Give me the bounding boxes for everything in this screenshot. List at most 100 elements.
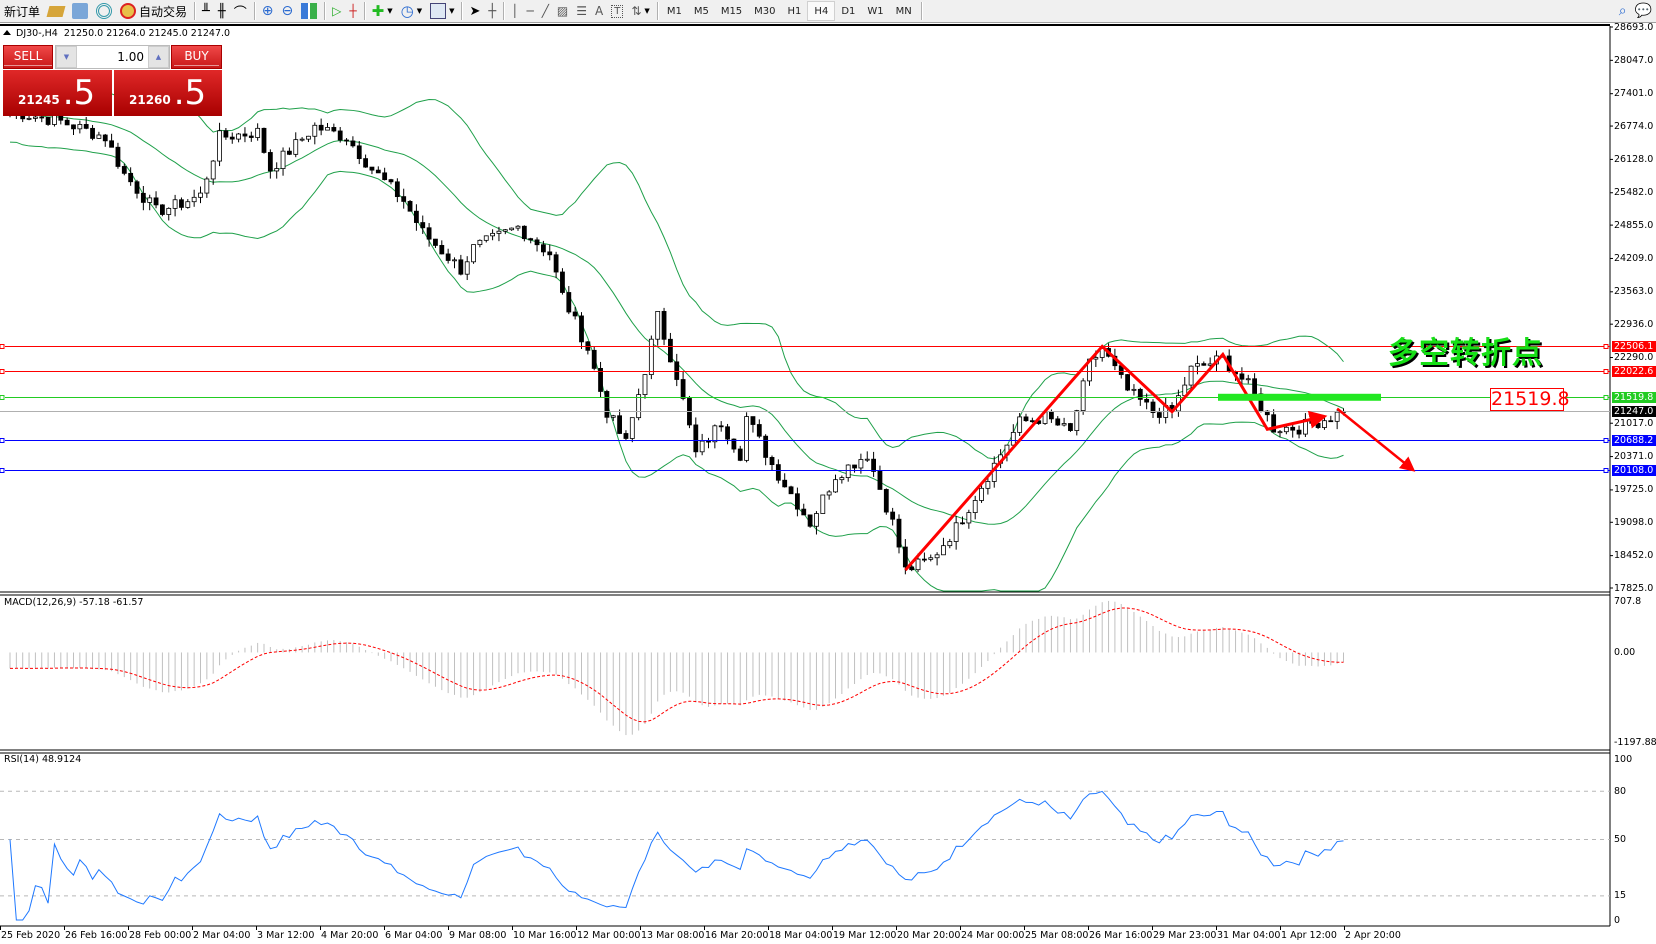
cursor-tool[interactable]: ➤ — [465, 1, 484, 21]
buy-price[interactable]: 21260.5 — [114, 70, 222, 116]
timeframe-d1[interactable]: D1 — [841, 5, 856, 17]
bar-chart-button[interactable]: ╨ — [198, 1, 214, 21]
price-tick-label: 24209.0 — [1614, 252, 1654, 264]
bear-candle — [871, 458, 876, 472]
timeframe-w1[interactable]: W1 — [867, 5, 884, 17]
horizontal-line-icon: ─ — [526, 4, 534, 18]
bear-candle — [763, 435, 769, 458]
text-label-icon: T — [611, 4, 624, 18]
lot-increase-button[interactable]: ▲ — [148, 46, 169, 68]
line-chart-button[interactable]: ⌒ — [230, 1, 251, 21]
bull-candle — [1188, 365, 1194, 386]
timeframe-m30[interactable]: M30 — [754, 5, 776, 17]
bear-candle — [140, 192, 146, 203]
fibonacci-tool[interactable]: ☰ — [572, 1, 591, 21]
text-tool[interactable]: A — [591, 1, 607, 21]
arrows-tool[interactable]: ⇅ ▼ — [627, 1, 653, 21]
channel-tool[interactable]: ▨ — [553, 1, 572, 21]
text-label-tool[interactable]: T — [607, 1, 627, 21]
timeframe-m5[interactable]: M5 — [693, 5, 709, 17]
bear-candle — [617, 415, 622, 434]
timeframe-mn[interactable]: MN — [895, 5, 912, 17]
time-tick-label: 2 Mar 04:00 — [193, 930, 251, 941]
time-tick-label: 24 Mar 00:00 — [961, 930, 1025, 941]
level-anchor — [1603, 369, 1609, 374]
level-anchor — [1603, 438, 1609, 443]
new-order-button[interactable]: 新订单 — [0, 1, 44, 21]
signals-button[interactable] — [92, 1, 116, 21]
crosshair-tool[interactable]: ┼ — [484, 1, 500, 21]
bull-candle — [820, 494, 826, 514]
lot-value[interactable]: 1.00 — [117, 50, 144, 64]
bull-candle — [985, 481, 991, 489]
auto-trading-button[interactable]: 自动交易 — [116, 1, 191, 21]
candlestick-button[interactable]: ╫ — [214, 1, 230, 21]
bear-candle — [852, 464, 857, 469]
bear-candle — [521, 225, 527, 240]
bull-candle — [610, 415, 616, 418]
trend-path-arrow — [904, 344, 1328, 572]
timeframe-m15[interactable]: M15 — [720, 5, 743, 17]
bull-candle — [471, 244, 476, 263]
reversal-point-annotation[interactable]: 多空转折点 — [1388, 336, 1543, 371]
bear-candle — [731, 438, 737, 450]
bear-candle — [737, 448, 743, 461]
tile-windows-button[interactable] — [297, 1, 321, 21]
time-tick-label: 12 Mar 00:00 — [577, 930, 641, 941]
auto-trading-label: 自动交易 — [139, 4, 188, 19]
bear-candle — [242, 133, 248, 137]
timeframe-h1[interactable]: H1 — [787, 5, 802, 17]
time-tick-label: 2 Apr 20:00 — [1345, 930, 1401, 941]
bollinger-lower — [9, 141, 1344, 592]
periods-button[interactable]: ◷ ▼ — [397, 1, 426, 21]
price-tick-label: 19725.0 — [1614, 484, 1654, 496]
bear-candle — [356, 145, 362, 160]
level-anchor — [1603, 344, 1609, 349]
fibonacci-icon: ☰ — [576, 4, 588, 18]
zoom-out-button[interactable]: ⊖ — [277, 1, 297, 21]
bear-candle — [1137, 388, 1143, 400]
navigator-button[interactable] — [68, 1, 92, 21]
indicators-button[interactable]: ✚ ▼ — [368, 1, 397, 21]
bear-candle — [433, 238, 438, 246]
bear-candle — [83, 124, 89, 129]
terminal-icon — [72, 3, 89, 19]
bull-candle — [293, 139, 299, 155]
time-tick-label: 25 Feb 2020 — [1, 930, 61, 941]
lot-size-field[interactable]: ▼ 1.00 ▲ — [55, 45, 170, 69]
bear-candle — [229, 136, 235, 140]
templates-button[interactable]: ▼ — [426, 1, 458, 21]
chat-button[interactable]: 💬 — [1631, 1, 1656, 21]
horizontal-line-tool[interactable]: ─ — [522, 1, 537, 21]
bull-candle — [629, 417, 635, 439]
sell-price[interactable]: 21245.5 — [3, 70, 112, 116]
timeframe-h4[interactable]: H4 — [807, 1, 836, 21]
projection-arrow — [1336, 407, 1416, 472]
timeframe-m1[interactable]: M1 — [666, 5, 682, 17]
vertical-line-tool[interactable]: │ — [507, 1, 522, 21]
level-price-label[interactable]: 21519.8 — [1490, 388, 1570, 411]
bull-candle — [477, 239, 483, 246]
bear-candle — [604, 391, 610, 418]
search-button[interactable]: ⌕ — [1615, 1, 1631, 21]
candlestick-icon: ╫ — [217, 3, 226, 19]
autoscroll-button[interactable]: ▷ — [328, 1, 345, 21]
bull-candle — [204, 178, 210, 194]
zoom-in-button[interactable]: ⊕ — [258, 1, 278, 21]
chart-shift-button[interactable]: ┼ — [345, 1, 360, 21]
bear-candle — [1049, 411, 1054, 420]
bull-candle — [96, 134, 102, 139]
buy-button[interactable]: BUY — [171, 45, 222, 69]
chart-collapse-icon[interactable] — [3, 30, 11, 35]
bear-candle — [223, 130, 229, 138]
bear-candle — [566, 292, 572, 313]
bull-candle — [1061, 423, 1067, 426]
sell-button[interactable]: SELL — [3, 45, 53, 69]
lot-decrease-button[interactable]: ▼ — [56, 46, 77, 68]
trendline-tool[interactable]: ╱ — [538, 1, 553, 21]
bull-candle — [299, 138, 305, 141]
divider — [461, 2, 463, 20]
chat-icon: 💬 — [1634, 3, 1652, 19]
price-tick-label: 28047.0 — [1614, 54, 1654, 66]
